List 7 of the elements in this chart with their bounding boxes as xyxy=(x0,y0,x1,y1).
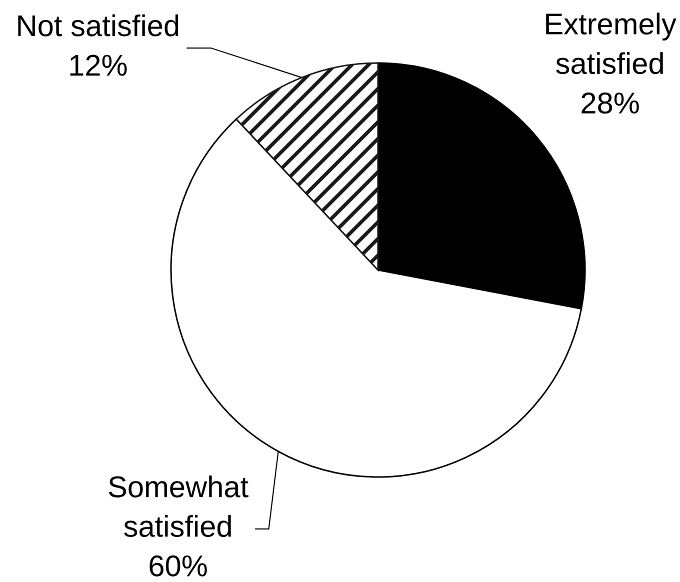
data-label: 28% xyxy=(582,92,639,114)
pie-slice xyxy=(236,62,379,271)
slice-label: Somewhat satisfied xyxy=(108,476,248,537)
data-label: 12% xyxy=(70,54,127,76)
slice-label: Extremely satisfied xyxy=(546,12,676,74)
data-label: 60% xyxy=(150,555,207,576)
slice-label: Not satisfied xyxy=(18,14,178,36)
